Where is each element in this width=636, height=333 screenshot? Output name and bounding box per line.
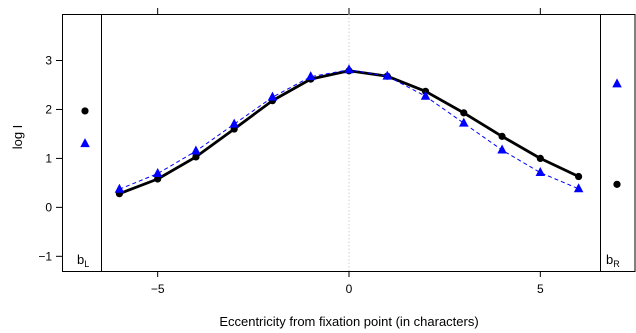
series-2-point — [382, 70, 392, 80]
series-1-point — [575, 172, 583, 181]
series-1-left-bias-point — [81, 107, 89, 115]
series-2-point — [344, 64, 354, 74]
series-2-point — [267, 91, 278, 101]
chart-marks — [80, 64, 622, 198]
y-tick-label: 2 — [45, 102, 52, 116]
y-tick-label: 0 — [45, 200, 52, 214]
series-1-point — [192, 153, 200, 161]
series-2-right-bias-point — [612, 78, 622, 88]
x-tick-label: 0 — [346, 282, 353, 296]
series-2-point — [497, 144, 507, 154]
series-2-point — [573, 183, 584, 193]
x-tick-label: 5 — [537, 282, 544, 296]
series-1-point — [154, 175, 162, 183]
series-2-point — [229, 118, 239, 128]
series-2-point — [420, 90, 431, 100]
y-tick-label: −1 — [38, 249, 52, 263]
y-axis-label: log I — [10, 125, 25, 150]
plot-frame: bL bR — [62, 14, 636, 272]
axis-ticks: −5 0 5 −1 0 1 2 3 — [38, 8, 544, 296]
series-1-point — [536, 154, 544, 163]
series-2-point — [191, 145, 201, 155]
series-2-point — [306, 71, 316, 81]
series-2-point — [459, 117, 469, 127]
series-2-left-bias-point — [80, 138, 90, 148]
series-1-point — [460, 109, 468, 117]
series-1-right-bias-point — [613, 180, 621, 188]
panel-label-left: bL — [77, 252, 89, 269]
x-axis-label: Eccentricity from fixation point (in cha… — [219, 314, 478, 329]
series-2-point — [535, 167, 546, 176]
y-tick-label: 1 — [45, 151, 52, 165]
series-2-point — [152, 168, 163, 177]
y-tick-label: 3 — [45, 54, 52, 68]
x-tick-label: −5 — [151, 282, 165, 296]
panel-label-right: bR — [606, 252, 620, 269]
series-2-point — [114, 183, 125, 193]
series-1-point — [498, 132, 506, 140]
